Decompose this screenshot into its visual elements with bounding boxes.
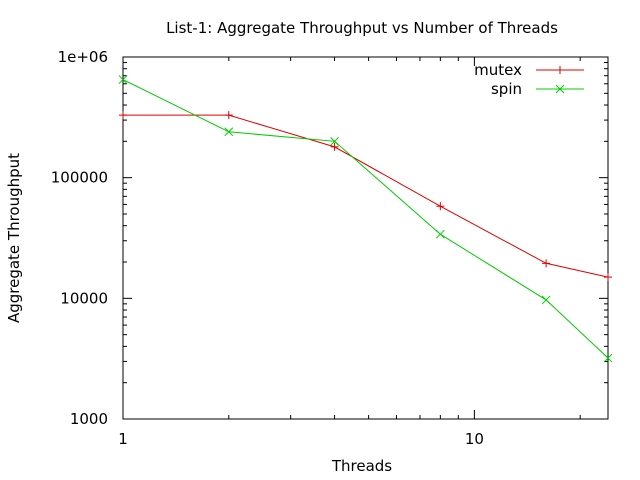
legend-marker-spin — [555, 84, 565, 94]
data-point-spin — [224, 127, 234, 137]
plot-frame — [122, 56, 609, 420]
marker-stroke — [224, 127, 234, 137]
data-point-mutex — [542, 259, 551, 268]
x-tick-label: 1 — [118, 430, 128, 448]
y-tick-label: 1e+06 — [58, 48, 108, 66]
x-tick-label: 10 — [465, 430, 484, 448]
x-axis-label: Threads — [331, 457, 392, 475]
legend-label-spin: spin — [491, 80, 522, 98]
data-point-spin — [330, 136, 339, 146]
data-point-mutex — [330, 142, 339, 151]
legend-label-mutex: mutex — [474, 61, 522, 79]
series-line-spin — [122, 79, 609, 359]
data-point-spin — [435, 229, 445, 239]
data-point-spin — [603, 353, 613, 363]
marker-stroke — [555, 84, 565, 94]
data-point-spin — [541, 295, 551, 305]
series-layer — [118, 75, 613, 363]
data-point-mutex — [604, 273, 612, 282]
y-axis-label: Aggregate Throughput — [5, 153, 23, 323]
legend-marker-mutex — [556, 66, 564, 74]
chart-title: List-1: Aggregate Throughput vs Number o… — [166, 19, 558, 37]
marker-stroke — [603, 353, 613, 363]
x-tick-labels: 1 10 — [118, 430, 484, 448]
marker-stroke — [330, 136, 339, 146]
data-point-mutex — [119, 111, 127, 120]
y-tick-label: 100000 — [51, 169, 108, 187]
data-point-mutex — [436, 202, 445, 211]
y-tick-label: 10000 — [60, 289, 108, 307]
data-point-mutex — [224, 111, 233, 120]
y-tick-labels: 1000 10000 100000 1e+06 — [51, 48, 108, 428]
series-line-mutex — [123, 114, 609, 278]
y-tick-label: 1000 — [70, 410, 108, 428]
data-point-spin — [118, 75, 128, 84]
marker-stroke — [541, 295, 551, 305]
axis-ticks — [122, 56, 608, 420]
marker-stroke — [118, 75, 128, 84]
marker-stroke — [435, 229, 445, 239]
